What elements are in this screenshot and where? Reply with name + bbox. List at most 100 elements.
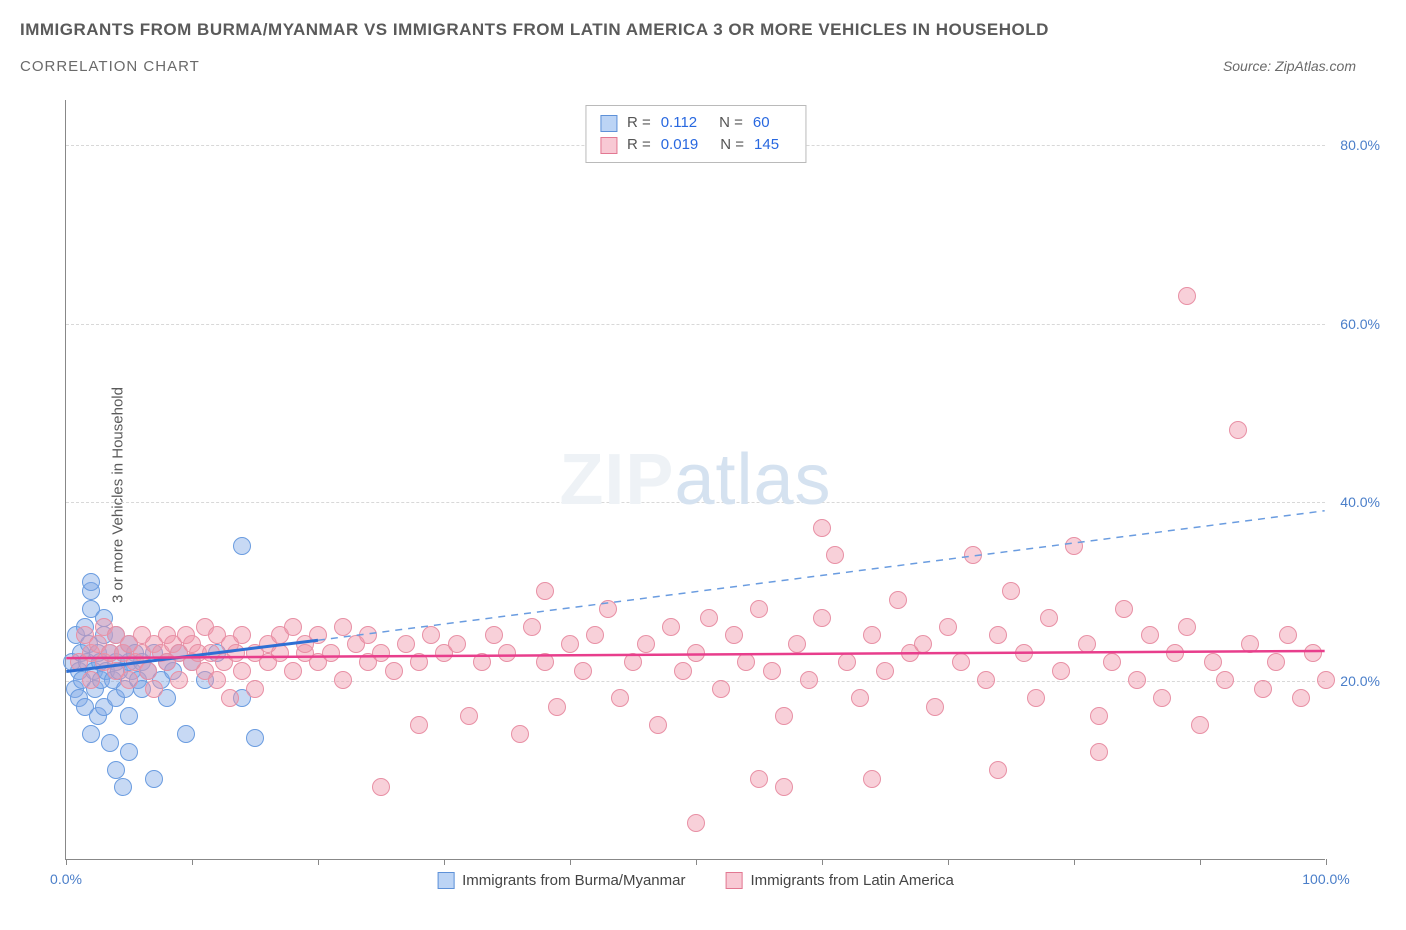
data-point <box>271 644 289 662</box>
data-point <box>1166 644 1184 662</box>
stat-n-label: N = <box>719 112 743 134</box>
data-point <box>1141 626 1159 644</box>
data-point <box>1317 671 1335 689</box>
data-point <box>145 770 163 788</box>
data-point <box>548 698 566 716</box>
chart-container: 3 or more Vehicles in Household ZIPatlas… <box>20 100 1386 890</box>
data-point <box>574 662 592 680</box>
data-point <box>674 662 692 680</box>
y-tick-label: 60.0% <box>1340 316 1380 332</box>
data-point <box>813 519 831 537</box>
data-point <box>372 644 390 662</box>
data-point <box>737 653 755 671</box>
data-point <box>145 680 163 698</box>
data-point <box>763 662 781 680</box>
chart-subtitle: CORRELATION CHART <box>20 58 200 75</box>
x-tick-label: 100.0% <box>1302 871 1349 887</box>
data-point <box>989 626 1007 644</box>
data-point <box>485 626 503 644</box>
stat-n-value: 145 <box>754 134 779 156</box>
data-point <box>649 716 667 734</box>
data-point <box>914 635 932 653</box>
data-point <box>82 573 100 591</box>
data-point <box>322 644 340 662</box>
data-point <box>800 671 818 689</box>
data-point <box>939 618 957 636</box>
data-point <box>687 644 705 662</box>
data-point <box>1267 653 1285 671</box>
legend-swatch <box>437 872 454 889</box>
data-point <box>1090 743 1108 761</box>
data-point <box>1040 609 1058 627</box>
data-point <box>536 582 554 600</box>
data-point <box>511 725 529 743</box>
data-point <box>977 671 995 689</box>
data-point <box>964 546 982 564</box>
data-point <box>227 644 245 662</box>
data-point <box>120 671 138 689</box>
data-point <box>952 653 970 671</box>
data-point <box>410 653 428 671</box>
data-point <box>120 707 138 725</box>
data-point <box>498 644 516 662</box>
x-tick-label: 0.0% <box>50 871 82 887</box>
x-tick <box>570 859 571 865</box>
data-point <box>851 689 869 707</box>
data-point <box>1191 716 1209 734</box>
data-point <box>1090 707 1108 725</box>
series-legend-label: Immigrants from Burma/Myanmar <box>462 872 685 889</box>
data-point <box>989 761 1007 779</box>
x-tick <box>192 859 193 865</box>
chart-title: IMMIGRANTS FROM BURMA/MYANMAR VS IMMIGRA… <box>20 20 1386 40</box>
data-point <box>561 635 579 653</box>
data-point <box>309 626 327 644</box>
x-tick <box>1200 859 1201 865</box>
data-point <box>1229 421 1247 439</box>
data-point <box>687 814 705 832</box>
data-point <box>372 778 390 796</box>
data-point <box>1178 618 1196 636</box>
data-point <box>712 680 730 698</box>
stats-legend: R =0.112N =60R =0.019N =145 <box>585 105 806 163</box>
legend-swatch <box>600 137 617 154</box>
data-point <box>750 770 768 788</box>
data-point <box>246 680 264 698</box>
data-point <box>926 698 944 716</box>
data-point <box>662 618 680 636</box>
y-tick-label: 80.0% <box>1340 137 1380 153</box>
watermark: ZIPatlas <box>559 439 831 521</box>
legend-swatch <box>725 872 742 889</box>
stat-r-label: R = <box>627 112 651 134</box>
data-point <box>233 662 251 680</box>
data-point <box>107 761 125 779</box>
data-point <box>1052 662 1070 680</box>
series-legend: Immigrants from Burma/MyanmarImmigrants … <box>437 872 954 889</box>
stat-r-label: R = <box>627 134 651 156</box>
data-point <box>473 653 491 671</box>
legend-swatch <box>600 115 617 132</box>
data-point <box>334 618 352 636</box>
data-point <box>82 725 100 743</box>
data-point <box>208 671 226 689</box>
data-point <box>523 618 541 636</box>
data-point <box>1241 635 1259 653</box>
data-point <box>750 600 768 618</box>
x-tick <box>948 859 949 865</box>
data-point <box>284 662 302 680</box>
x-tick <box>1074 859 1075 865</box>
data-point <box>233 537 251 555</box>
data-point <box>246 729 264 747</box>
data-point <box>1204 653 1222 671</box>
data-point <box>114 778 132 796</box>
data-point <box>385 662 403 680</box>
data-point <box>1002 582 1020 600</box>
data-point <box>101 734 119 752</box>
data-point <box>838 653 856 671</box>
data-point <box>1128 671 1146 689</box>
data-point <box>586 626 604 644</box>
y-tick-label: 40.0% <box>1340 494 1380 510</box>
stat-n-value: 60 <box>753 112 770 134</box>
data-point <box>1103 653 1121 671</box>
data-point <box>334 671 352 689</box>
series-legend-item: Immigrants from Burma/Myanmar <box>437 872 685 889</box>
